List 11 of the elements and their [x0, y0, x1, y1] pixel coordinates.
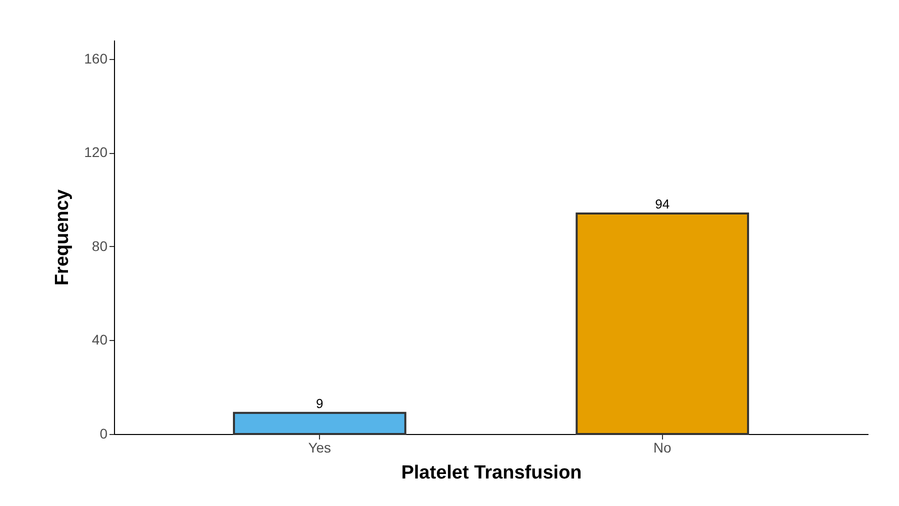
data-label: 9: [316, 396, 324, 411]
y-tick-label: 160: [84, 50, 108, 66]
y-axis-title: Frequency: [52, 189, 74, 286]
y-tick-label: 80: [92, 238, 108, 254]
x-tick-label: Yes: [308, 440, 332, 456]
x-axis-title: Platelet Transfusion: [401, 462, 582, 484]
y-tick-label: 0: [100, 426, 108, 442]
y-tick-label: 120: [84, 144, 108, 160]
y-tick-label: 40: [92, 332, 108, 348]
x-tick-label: No: [653, 440, 672, 456]
data-label: 94: [655, 196, 670, 212]
